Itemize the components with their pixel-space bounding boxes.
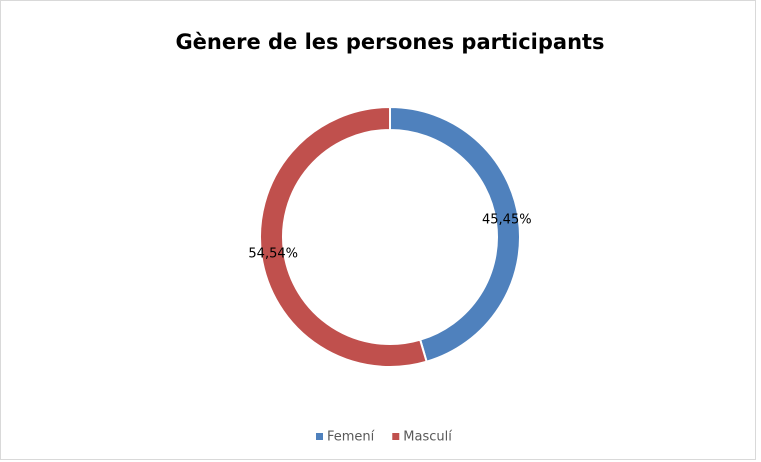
data-label: 54,54% (248, 246, 298, 261)
donut-segment (259, 105, 428, 368)
legend-label: Masculí (403, 430, 452, 445)
data-label: 45,45% (482, 213, 532, 228)
legend-swatch (316, 433, 323, 440)
legend-swatch (392, 433, 400, 440)
chart-title: Gènere de les persones participants (175, 30, 604, 54)
legend-label: Femení (327, 430, 375, 445)
